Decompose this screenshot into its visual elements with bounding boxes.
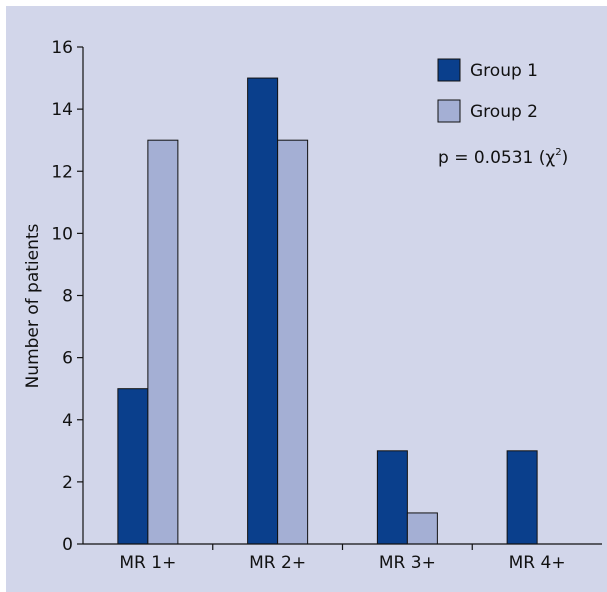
y-axis-label: Number of patients [23,223,43,388]
bars-layer [117,77,538,545]
y-tick-label: 10 [51,224,73,244]
bar-group-2 [277,139,309,545]
x-tick-label: MR 4+ [509,553,566,573]
bar-group-2 [147,139,179,545]
legend-label-group-2: Group 2 [470,102,538,122]
p-value-text: p = 0.0531 (χ [438,148,555,168]
bar-group-1 [376,450,408,545]
p-value-superscript: 2 [555,147,561,158]
bar-chart: 0 2 4 6 8 10 12 14 16 MR 1+ MR 2+ MR 3+ MR 4+ Number… [23,38,602,573]
y-tick-label: 0 [62,535,73,555]
y-tick-label: 8 [62,287,73,307]
y-tick-label: 16 [51,38,73,58]
bar-group-1 [247,77,279,545]
y-tick-label: 14 [51,100,73,120]
legend-swatch-group-1 [437,58,461,82]
x-tick-label: MR 3+ [379,553,436,573]
chart-panel: 0 2 4 6 8 10 12 14 16 MR 1+ MR 2+ MR 3+ MR 4+ Number… [6,6,607,592]
x-tick-label: MR 2+ [249,553,306,573]
legend: Group 1 Group 2 [437,58,538,123]
y-tick-label: 2 [62,473,73,493]
legend-label-group-1: Group 1 [470,61,538,81]
bar-group-2 [406,512,438,545]
bar-group-1 [506,450,538,545]
bar-group-1 [117,388,149,545]
y-tick-label: 4 [62,411,73,431]
p-value-annotation: p = 0.0531 (χ2) [438,147,568,168]
y-tick-label: 12 [51,162,73,182]
x-tick-label: MR 1+ [119,553,176,573]
legend-swatch-group-2 [437,99,461,123]
axes-layer: 0 2 4 6 8 10 12 14 16 MR 1+ MR 2+ MR 3+ MR 4+ [51,38,602,573]
p-value-suffix: ) [562,148,569,168]
y-tick-label: 6 [62,349,73,369]
